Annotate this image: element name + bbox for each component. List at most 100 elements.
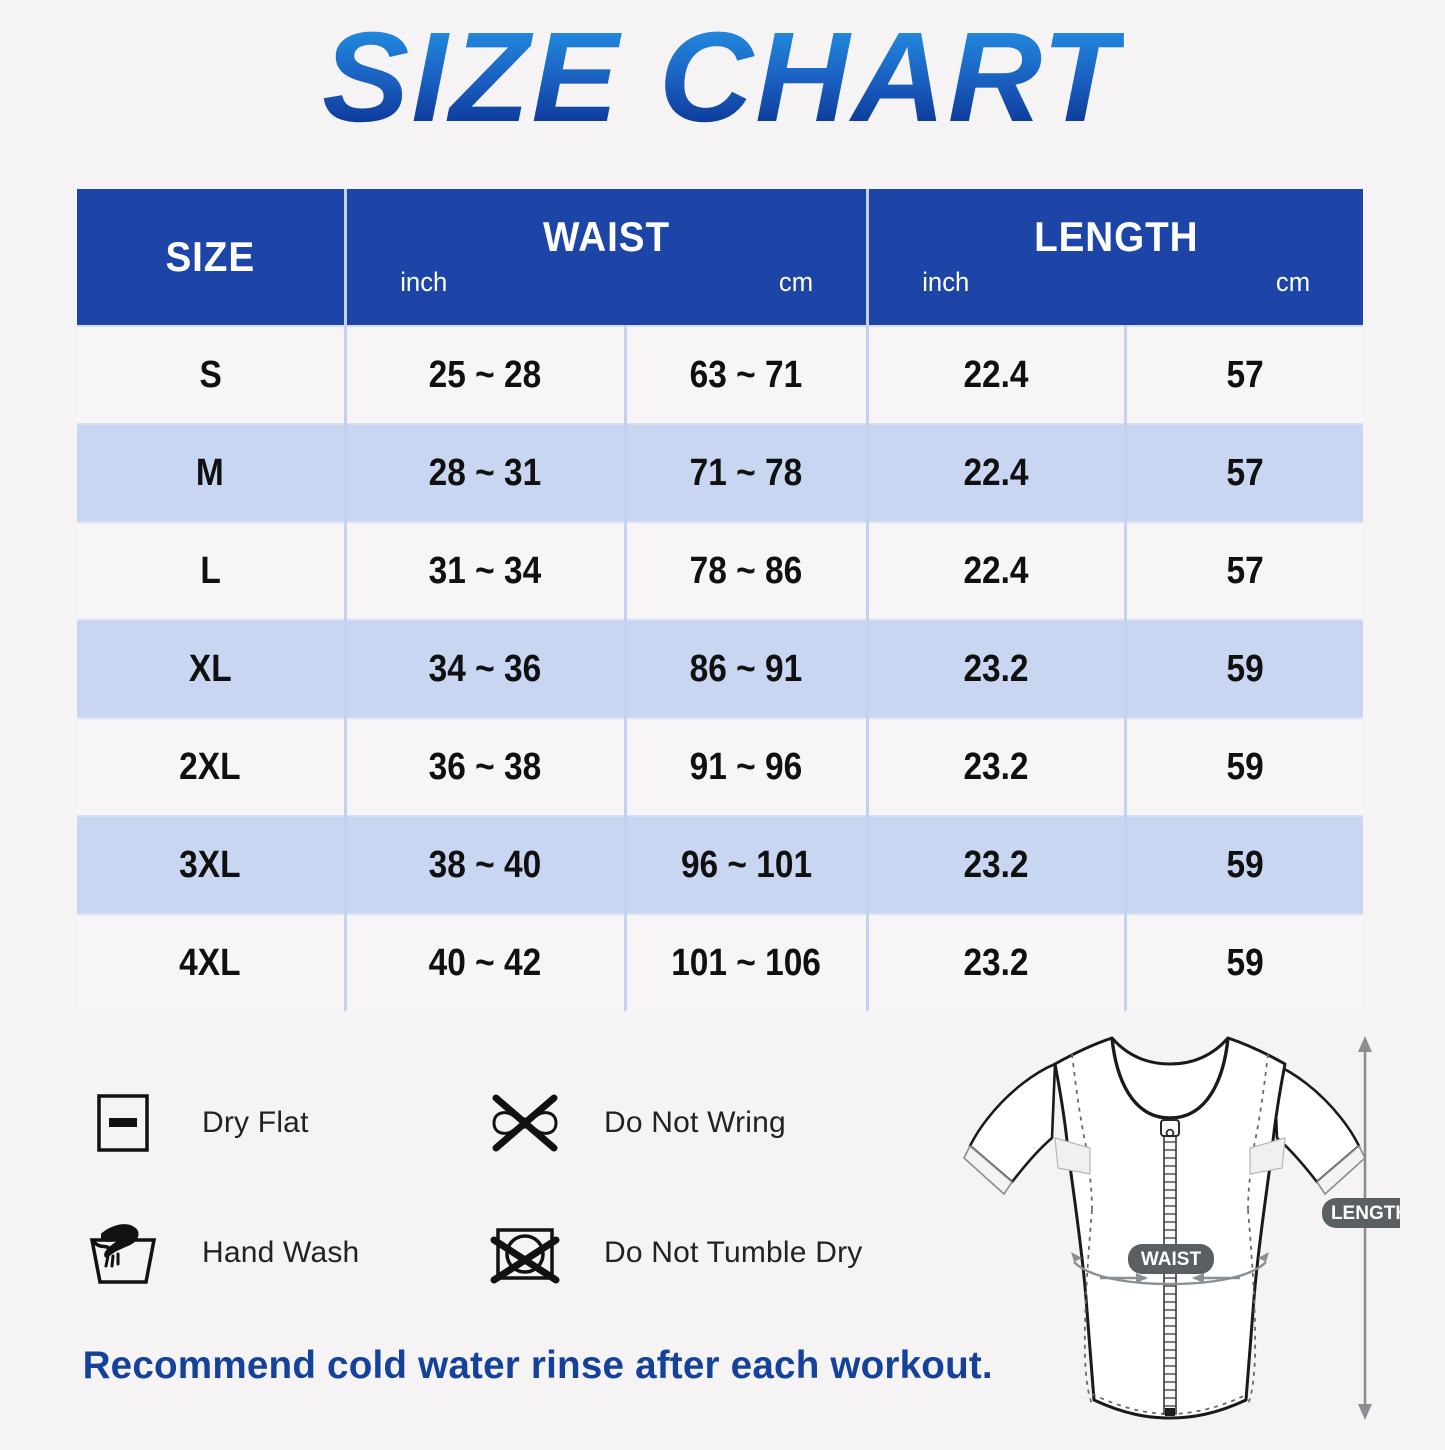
cell-length-cm: 59: [1125, 619, 1363, 718]
care-instructions: Dry Flat Do Not Wring: [86, 1058, 966, 1318]
cell-length-inch-text: 22.4: [963, 451, 1029, 494]
cell-waist-inch-text: 34 ~ 36: [428, 647, 542, 690]
care-label-dry-flat: Dry Flat: [202, 1106, 309, 1139]
do-not-tumble-dry-icon: [488, 1216, 562, 1290]
cell-waist-inch: 34 ~ 36: [345, 619, 627, 718]
table-header-row: SIZE WAIST inch cm LENGTH inch cm: [77, 189, 1363, 326]
header-cell-size: SIZE: [77, 189, 347, 326]
cell-waist-cm-text: 78 ~ 86: [689, 549, 803, 592]
table-row: 3XL 38 ~ 40 96 ~ 101 23.2 59: [77, 815, 1363, 914]
cell-size-text: M: [196, 451, 225, 494]
cell-waist-inch-text: 40 ~ 42: [428, 941, 542, 984]
cell-length-inch-text: 23.2: [963, 843, 1029, 886]
cell-length-inch-text: 22.4: [963, 353, 1029, 396]
cell-waist-cm-text: 96 ~ 101: [680, 843, 812, 886]
cell-waist-cm: 101 ~ 106: [625, 913, 869, 1011]
cell-waist-cm: 86 ~ 91: [625, 619, 869, 718]
cell-waist-cm: 96 ~ 101: [625, 815, 869, 914]
cell-size: 3XL: [77, 815, 347, 914]
header-unit-length-cm: cm: [1275, 266, 1311, 297]
header-cell-waist: WAIST inch cm: [345, 189, 869, 326]
cell-waist-inch-text: 38 ~ 40: [428, 843, 542, 886]
cell-waist-cm: 63 ~ 71: [625, 325, 869, 424]
cell-size-text: 4XL: [179, 941, 241, 984]
garment-diagram: WAIST LENGTH: [940, 1028, 1418, 1445]
cell-length-inch: 22.4: [867, 423, 1127, 522]
cell-waist-inch: 31 ~ 34: [345, 521, 627, 620]
svg-text:WAIST: WAIST: [1141, 1249, 1202, 1270]
dry-flat-icon: [86, 1086, 160, 1160]
header-unit-waist-inch: inch: [399, 266, 447, 297]
cell-waist-cm: 91 ~ 96: [625, 717, 869, 816]
cell-length-inch-text: 23.2: [963, 647, 1029, 690]
table-row: 2XL 36 ~ 38 91 ~ 96 23.2 59: [77, 717, 1363, 816]
care-row-1: Dry Flat Do Not Wring: [86, 1058, 966, 1188]
size-chart-table: SIZE WAIST inch cm LENGTH inch cm S 25 ~ …: [77, 189, 1363, 1011]
care-item-do-not-tumble-dry: Do Not Tumble Dry: [488, 1216, 862, 1290]
cell-waist-inch-text: 36 ~ 38: [428, 745, 542, 788]
cell-size-text: 3XL: [179, 843, 241, 886]
cell-size: M: [77, 423, 347, 522]
cell-length-inch: 22.4: [867, 521, 1127, 620]
cell-length-cm-text: 57: [1226, 451, 1264, 494]
cell-size: XL: [77, 619, 347, 718]
cell-length-cm-text: 59: [1226, 647, 1264, 690]
svg-text:LENGTH: LENGTH: [1331, 1203, 1400, 1224]
cell-length-cm: 59: [1125, 815, 1363, 914]
header-unit-length-inch: inch: [921, 266, 969, 297]
cell-length-cm: 59: [1125, 717, 1363, 816]
cell-size-text: S: [199, 353, 222, 396]
cell-length-cm-text: 59: [1226, 843, 1264, 886]
cell-waist-cm-text: 71 ~ 78: [689, 451, 803, 494]
table-row: L 31 ~ 34 78 ~ 86 22.4 57: [77, 521, 1363, 620]
cell-waist-cm-text: 86 ~ 91: [689, 647, 803, 690]
cell-length-cm-text: 57: [1226, 353, 1264, 396]
length-badge: LENGTH: [1322, 1198, 1418, 1228]
table-row: XL 34 ~ 36 86 ~ 91 23.2 59: [77, 619, 1363, 718]
header-units-length: inch cm: [869, 261, 1364, 298]
cell-size: L: [77, 521, 347, 620]
header-label-size: SIZE: [165, 233, 256, 280]
cell-waist-inch-text: 31 ~ 34: [428, 549, 542, 592]
cell-size: 2XL: [77, 717, 347, 816]
cell-size-text: L: [200, 549, 221, 592]
cell-length-cm: 57: [1125, 521, 1363, 620]
cell-length-inch-text: 22.4: [963, 549, 1029, 592]
table-row: 4XL 40 ~ 42 101 ~ 106 23.2 59: [77, 913, 1363, 1011]
cell-length-inch: 23.2: [867, 913, 1127, 1011]
cell-waist-inch: 38 ~ 40: [345, 815, 627, 914]
care-row-2: Hand Wash Do Not Tumble Dry: [86, 1188, 966, 1318]
cell-length-cm: 59: [1125, 913, 1363, 1011]
title-container: SIZE CHART: [0, 14, 1445, 142]
cell-size: 4XL: [77, 913, 347, 1011]
cell-length-inch: 23.2: [867, 717, 1127, 816]
cell-size-text: 2XL: [179, 745, 241, 788]
cell-length-inch-text: 23.2: [963, 745, 1029, 788]
table-body: S 25 ~ 28 63 ~ 71 22.4 57 M 28 ~ 31 71 ~ 78 22.4…: [77, 325, 1363, 1011]
header-unit-waist-cm: cm: [778, 266, 813, 297]
cell-length-cm: 57: [1125, 325, 1363, 424]
cell-waist-cm-text: 63 ~ 71: [689, 353, 803, 396]
cell-length-inch: 23.2: [867, 815, 1127, 914]
cell-length-cm-text: 59: [1226, 941, 1264, 984]
page-title: SIZE CHART: [321, 6, 1124, 149]
cell-waist-inch: 28 ~ 31: [345, 423, 627, 522]
do-not-wring-icon: [488, 1086, 562, 1160]
header-cell-length: LENGTH inch cm: [867, 189, 1363, 326]
header-label-waist: WAIST: [542, 212, 670, 260]
cell-waist-cm-text: 91 ~ 96: [689, 745, 803, 788]
table-header: SIZE WAIST inch cm LENGTH inch cm: [77, 189, 1363, 326]
cell-length-cm-text: 59: [1226, 745, 1264, 788]
garment-sleeves: [963, 1062, 1366, 1196]
header-label-length: LENGTH: [1033, 212, 1198, 260]
cell-length-inch: 23.2: [867, 619, 1127, 718]
garment-neckline: [1110, 1037, 1230, 1120]
header-units-waist: inch cm: [347, 261, 866, 298]
cell-length-inch-text: 23.2: [963, 941, 1029, 984]
care-label-hand-wash: Hand Wash: [202, 1236, 360, 1269]
cell-waist-inch: 40 ~ 42: [345, 913, 627, 1011]
table-row: M 28 ~ 31 71 ~ 78 22.4 57: [77, 423, 1363, 522]
cell-waist-cm: 71 ~ 78: [625, 423, 869, 522]
care-label-do-not-tumble-dry: Do Not Tumble Dry: [604, 1236, 863, 1269]
care-item-dry-flat: Dry Flat: [86, 1086, 488, 1160]
